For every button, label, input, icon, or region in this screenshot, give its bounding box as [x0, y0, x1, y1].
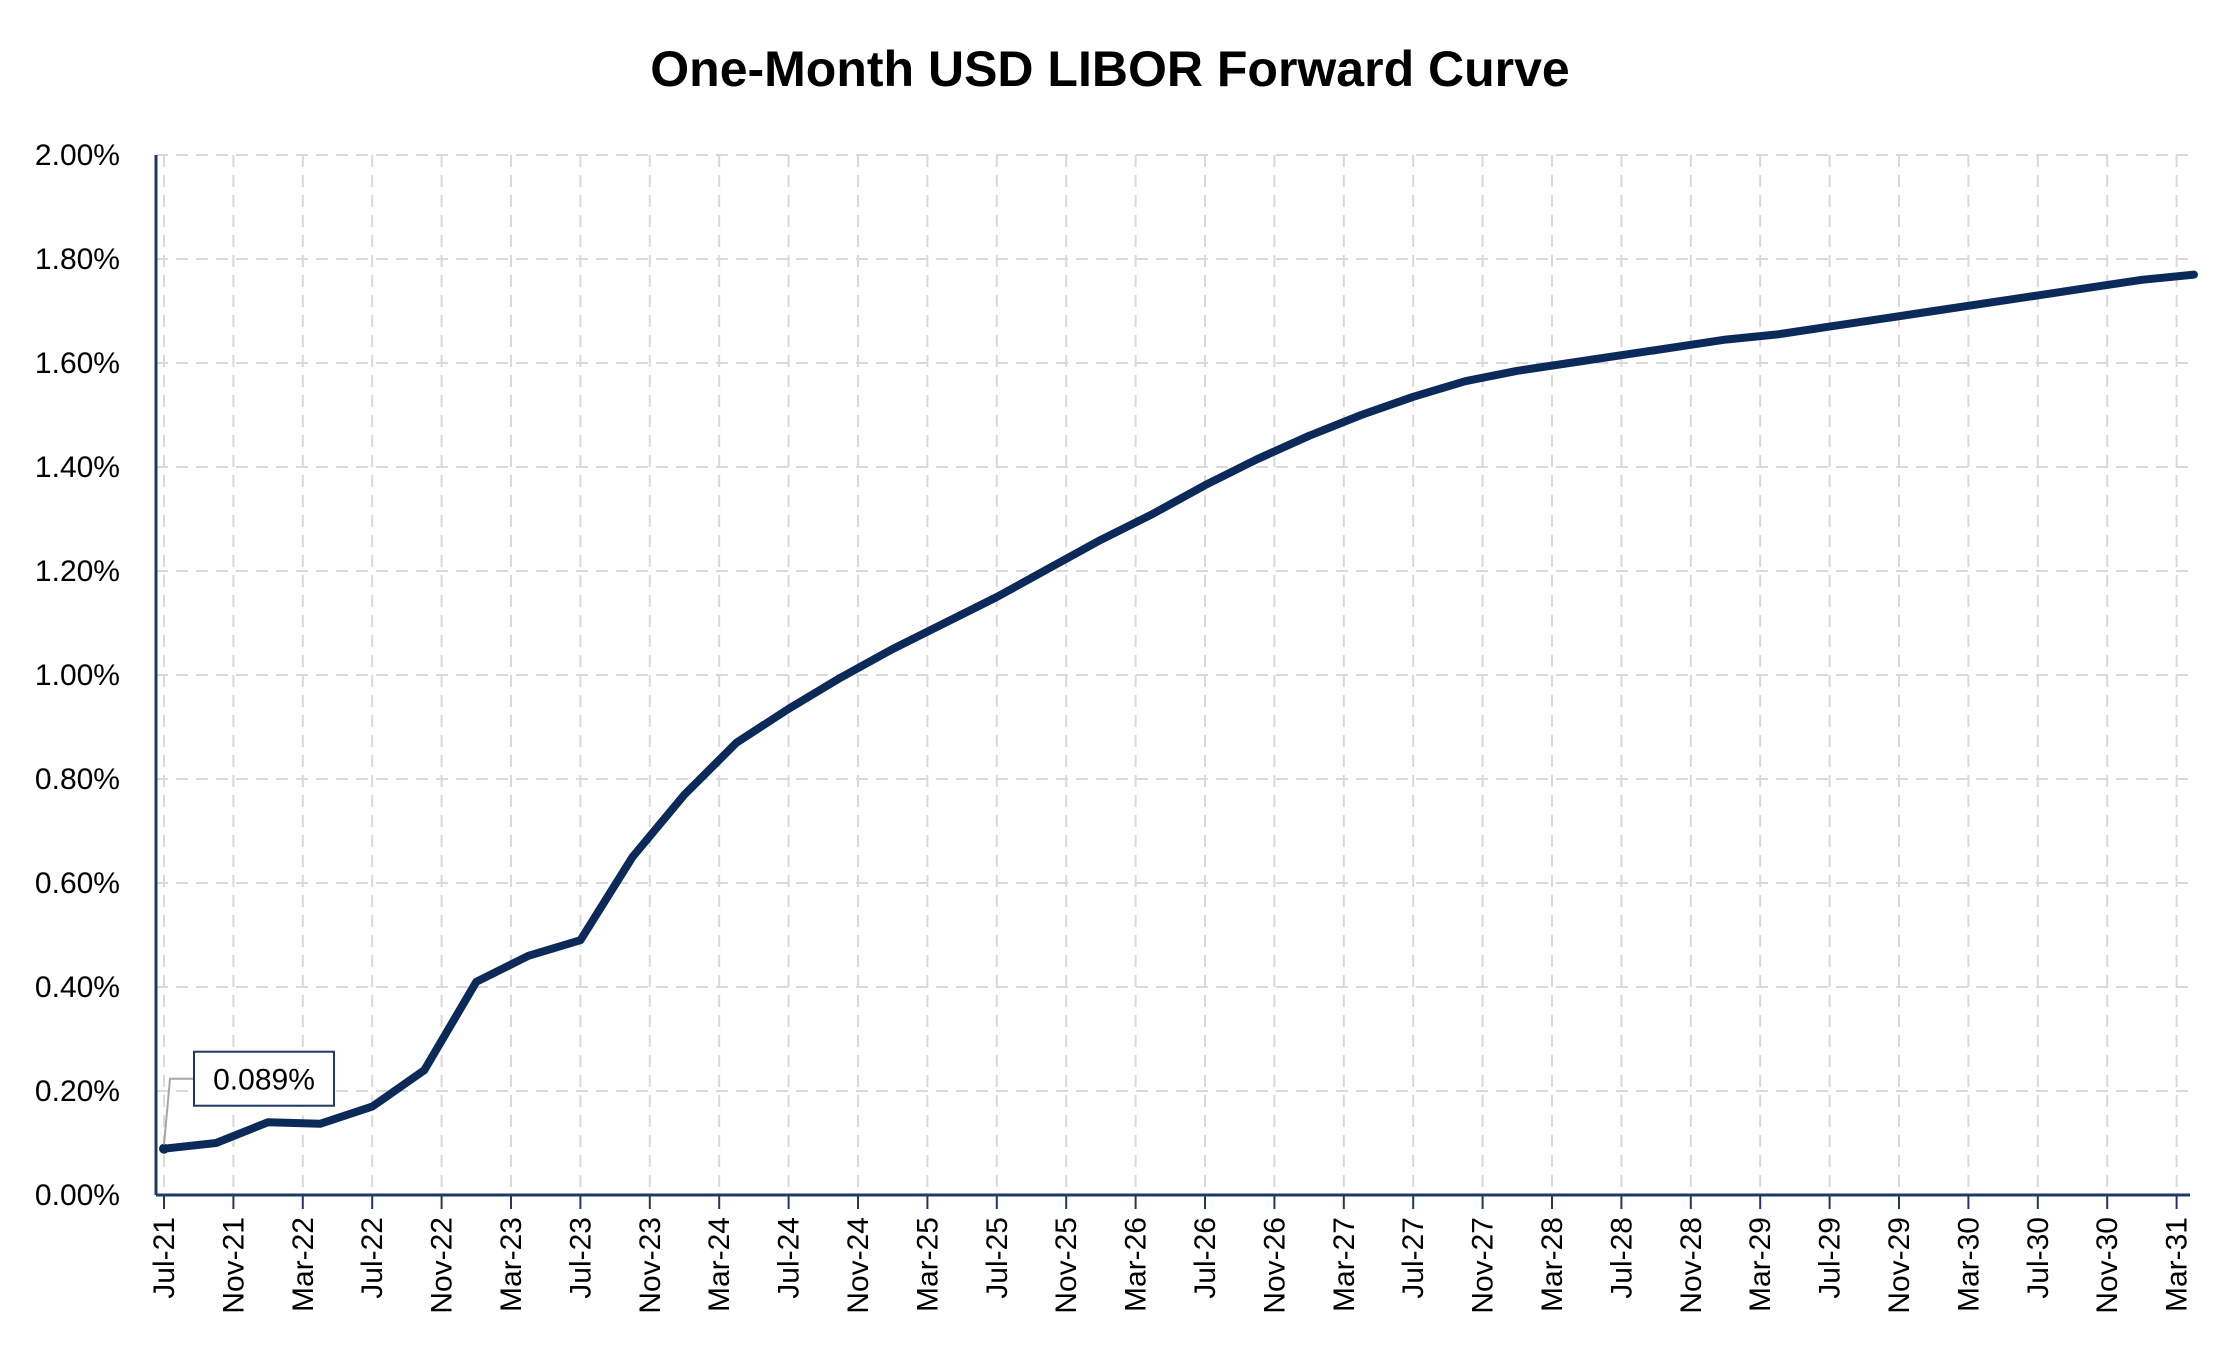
series-layer	[160, 270, 2198, 1153]
data-point	[475, 981, 477, 983]
data-point	[736, 742, 738, 744]
x-tick-label: Nov-28	[1675, 1217, 1708, 1314]
data-point	[1360, 414, 1362, 416]
data-point	[1256, 458, 1258, 460]
data-label: 0.089%	[213, 1064, 315, 1097]
x-tick-label: Mar-31	[2161, 1217, 2194, 1312]
x-tick-label: Nov-24	[842, 1217, 875, 1314]
x-tick-label: Jul-26	[1189, 1217, 1222, 1299]
data-point	[1933, 310, 1935, 312]
data-point	[1516, 370, 1518, 372]
data-point	[788, 708, 790, 710]
x-tick-label: Jul-21	[148, 1217, 181, 1299]
data-point	[1464, 380, 1466, 382]
axes: 0.00% 0.20% 0.40% 0.60% 0.80% 1.00% 1.20% 1.40%…	[35, 139, 2194, 1314]
x-tick-label: Nov-30	[2091, 1217, 2124, 1314]
y-tick-label: 0.60%	[35, 867, 120, 900]
y-tick-label: 0.00%	[35, 1179, 120, 1212]
x-tick-label: Jul-29	[1814, 1217, 1847, 1299]
data-point	[1308, 435, 1310, 437]
data-point	[1204, 484, 1206, 486]
x-tick-label: Mar-26	[1120, 1217, 1153, 1312]
y-tick-label: 0.20%	[35, 1075, 120, 1108]
data-point	[1100, 539, 1102, 541]
y-tick-label: 1.00%	[35, 659, 120, 692]
data-point	[2037, 294, 2039, 296]
data-point	[1048, 567, 1050, 569]
y-tick-label: 2.00%	[35, 139, 120, 172]
x-tick-label: Jul-23	[564, 1217, 597, 1299]
data-point	[1985, 302, 1987, 304]
data-point	[527, 955, 529, 957]
x-tick-label: Mar-24	[703, 1217, 736, 1312]
x-tick-label: Mar-30	[1952, 1217, 1985, 1312]
y-tick-label: 1.40%	[35, 451, 120, 484]
x-tick-label: Nov-23	[634, 1217, 667, 1314]
data-point	[1620, 354, 1622, 356]
annotation-point	[159, 1143, 169, 1154]
data-point	[1829, 326, 1831, 328]
x-tick-label: Mar-29	[1744, 1217, 1777, 1312]
data-point	[1152, 513, 1154, 515]
data-point	[1881, 318, 1883, 320]
data-point	[423, 1069, 425, 1071]
x-tick-label: Mar-23	[495, 1217, 528, 1312]
annotations: 0.089%	[159, 1050, 335, 1154]
x-tick-label: Mar-28	[1536, 1217, 1569, 1312]
x-tick-label: Jul-30	[2022, 1217, 2055, 1299]
x-tick-label: Jul-25	[981, 1217, 1014, 1299]
x-tick-label: Mar-25	[911, 1217, 944, 1312]
x-tick-label: Jul-22	[356, 1217, 389, 1299]
data-point	[1568, 362, 1570, 364]
data-point	[2141, 279, 2143, 281]
x-tick-label: Nov-21	[217, 1217, 250, 1314]
data-point	[1412, 396, 1414, 398]
data-point	[631, 856, 633, 858]
y-tick-label: 1.80%	[35, 243, 120, 276]
y-tick-label: 1.20%	[35, 555, 120, 588]
x-tick-label: Nov-26	[1258, 1217, 1291, 1314]
data-point	[1672, 346, 1674, 348]
x-tick-label: Jul-28	[1605, 1217, 1638, 1299]
data-point	[371, 1106, 373, 1108]
data-point	[579, 939, 581, 941]
annotation-leader	[163, 1077, 194, 1145]
y-tick-label: 0.80%	[35, 763, 120, 796]
x-tick-label: Mar-27	[1328, 1217, 1361, 1312]
data-label-box	[193, 1050, 335, 1107]
gridlines	[156, 154, 2190, 1195]
data-point	[684, 794, 686, 796]
data-point	[319, 1123, 321, 1125]
x-tick-label: Nov-27	[1467, 1217, 1500, 1314]
data-point	[215, 1142, 217, 1144]
data-point	[1725, 339, 1727, 341]
data-point	[840, 677, 842, 679]
data-point	[2089, 287, 2091, 289]
x-tick-label: Nov-29	[1883, 1217, 1916, 1314]
x-tick-label: Nov-22	[426, 1217, 459, 1314]
data-point	[892, 648, 894, 650]
data-point	[996, 596, 998, 598]
data-point	[2193, 274, 2195, 276]
x-tick-label: Jul-27	[1397, 1217, 1430, 1299]
data-point	[1777, 333, 1779, 335]
data-point	[267, 1121, 269, 1123]
x-tick-label: Mar-22	[287, 1217, 320, 1312]
chart-title: One-Month USD LIBOR Forward Curve	[650, 41, 1570, 97]
y-tick-label: 0.40%	[35, 971, 120, 1004]
y-tick-label: 1.60%	[35, 347, 120, 380]
x-tick-label: Jul-24	[773, 1217, 806, 1299]
series-line	[160, 270, 2198, 1153]
data-point	[944, 622, 946, 624]
x-tick-label: Nov-25	[1050, 1217, 1083, 1314]
